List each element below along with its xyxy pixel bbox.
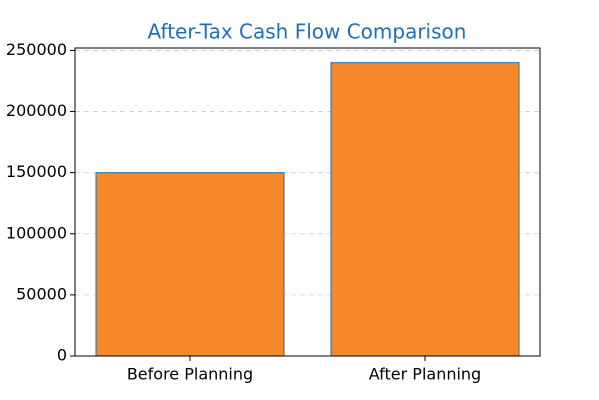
x-tick-label: After Planning — [369, 365, 481, 384]
y-tick-label: 0 — [57, 346, 67, 365]
plot-frame — [74, 47, 541, 357]
y-tick-label: 50000 — [16, 284, 67, 303]
y-tick-label: 100000 — [6, 223, 67, 242]
y-tick-label: 200000 — [6, 101, 67, 120]
x-tick-label: Before Planning — [127, 365, 253, 384]
y-tick-label: 250000 — [6, 40, 67, 59]
chart-title: After-Tax Cash Flow Comparison — [148, 20, 467, 44]
bar — [95, 172, 285, 357]
bar — [330, 62, 520, 357]
y-tick-label: 150000 — [6, 162, 67, 181]
